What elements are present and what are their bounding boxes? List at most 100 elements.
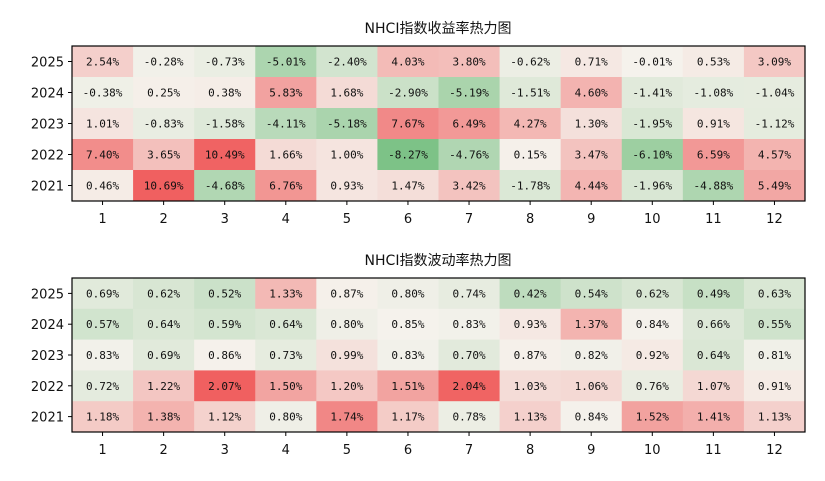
heatmap-cell [194, 278, 256, 310]
heatmap-cell [133, 339, 195, 371]
heatmap-cell [194, 77, 256, 109]
cell-label: 1.17% [391, 411, 424, 424]
heatmap-cell [499, 139, 562, 171]
heatmap-cell [438, 46, 501, 78]
heatmap-cell [72, 278, 134, 310]
y-tick-label: 2024 [31, 87, 64, 102]
y-tick-label: 2022 [31, 149, 64, 164]
cell-label: 3.47% [575, 149, 608, 162]
x-tick-label: 11 [705, 443, 722, 458]
cell-label: 0.80% [391, 287, 424, 300]
cell-label: -5.18% [327, 118, 367, 131]
x-tick-label: 9 [587, 443, 595, 458]
y-tick-label: 2022 [31, 380, 64, 395]
heatmap-cell [316, 401, 378, 433]
cell-label: 0.54% [575, 287, 608, 300]
cell-label: -2.40% [327, 56, 367, 69]
cell-label: 0.70% [452, 349, 485, 362]
cell-label: 0.92% [636, 349, 669, 362]
heatmap-cell [743, 77, 806, 109]
heatmap-cell [743, 370, 806, 402]
heatmap-cell [255, 46, 317, 78]
cell-label: 3.09% [758, 56, 791, 69]
heatmap-cell [560, 46, 623, 78]
heatmap-cell [743, 278, 806, 310]
cell-label: 1.13% [758, 411, 791, 424]
y-tick-label: 2021 [31, 411, 64, 426]
cell-label: 1.22% [147, 380, 180, 393]
y-tick-label: 2025 [31, 287, 64, 302]
heatmap-cell [499, 77, 562, 109]
x-tick-label: 11 [705, 212, 722, 227]
cell-label: 1.18% [86, 411, 119, 424]
cell-label: 1.50% [269, 380, 302, 393]
cell-label: 3.65% [147, 149, 180, 162]
heatmap-cell [377, 77, 439, 109]
cell-label: 0.86% [208, 349, 241, 362]
volatility-heatmap: NHCI指数波动率热力图 0.69% 0.62% 0.52% 1.33% 0.87% 0.… [31, 252, 806, 458]
x-tick-label: 8 [526, 212, 534, 227]
cell-label: 3.42% [452, 180, 485, 193]
heatmap-cell [194, 170, 256, 202]
cell-label: -4.68% [205, 180, 245, 193]
heatmap-cell [316, 278, 378, 310]
heatmap-cell [194, 401, 256, 433]
heatmap-cell [560, 308, 623, 341]
cell-label: 6.59% [697, 149, 730, 162]
x-tick-label: 3 [221, 443, 229, 458]
heatmap-cell [72, 108, 134, 140]
heatmap-cell [499, 339, 562, 371]
cell-label: 4.60% [575, 87, 608, 100]
heatmap-cell [743, 108, 806, 140]
x-tick-label: 7 [465, 212, 473, 227]
heatmap-cell [255, 339, 317, 371]
cell-label: 1.37% [575, 318, 608, 331]
x-tick-label: 10 [644, 212, 661, 227]
x-tick-label: 1 [98, 212, 106, 227]
cell-label: 0.49% [697, 287, 730, 300]
heatmap-cell [377, 139, 439, 171]
cell-label: -4.76% [449, 149, 489, 162]
x-tick-label: 2 [159, 443, 167, 458]
heatmap-cell [133, 170, 195, 202]
cell-label: -2.90% [388, 87, 428, 100]
y-tick-label: 2025 [31, 56, 64, 71]
cell-label: -1.58% [205, 118, 245, 131]
cell-label: -1.12% [755, 118, 795, 131]
heatmap-cell [316, 308, 378, 341]
heatmap-cell [499, 108, 562, 140]
cell-label: -1.04% [755, 87, 795, 100]
heatmap-cell [682, 170, 745, 202]
heatmap-cell [316, 170, 378, 202]
heatmap-cell [72, 77, 134, 109]
cell-label: 0.93% [330, 180, 363, 193]
heatmap-cell [194, 108, 256, 140]
cell-label: 1.03% [514, 380, 547, 393]
cell-label: 1.74% [330, 411, 363, 424]
cell-label: 0.72% [86, 380, 119, 393]
cell-label: 6.49% [452, 118, 485, 131]
heatmap-cell [621, 370, 684, 402]
y-tick-label: 2023 [31, 118, 64, 133]
cell-label: 1.07% [697, 380, 730, 393]
heatmap-cell [438, 139, 501, 171]
cell-label: 0.62% [636, 287, 669, 300]
cell-label: 0.64% [147, 318, 180, 331]
cell-label: 0.57% [86, 318, 119, 331]
cell-label: 6.76% [269, 180, 302, 193]
heatmap-cell [621, 308, 684, 341]
heatmap-cell [377, 401, 439, 433]
heatmap-cell [316, 139, 378, 171]
heatmap-cell [743, 401, 806, 433]
heatmap-cell [316, 339, 378, 371]
cell-label: 1.41% [697, 411, 730, 424]
heatmap-cell [194, 308, 256, 341]
cell-label: 10.49% [205, 149, 245, 162]
heatmap-cell [438, 370, 501, 402]
heatmap-cell [72, 401, 134, 433]
heatmap-cell [560, 278, 623, 310]
heatmap-cell [743, 308, 806, 341]
cell-label: 0.91% [697, 118, 730, 131]
heatmap-cell [255, 370, 317, 402]
cell-label: 5.49% [758, 180, 791, 193]
